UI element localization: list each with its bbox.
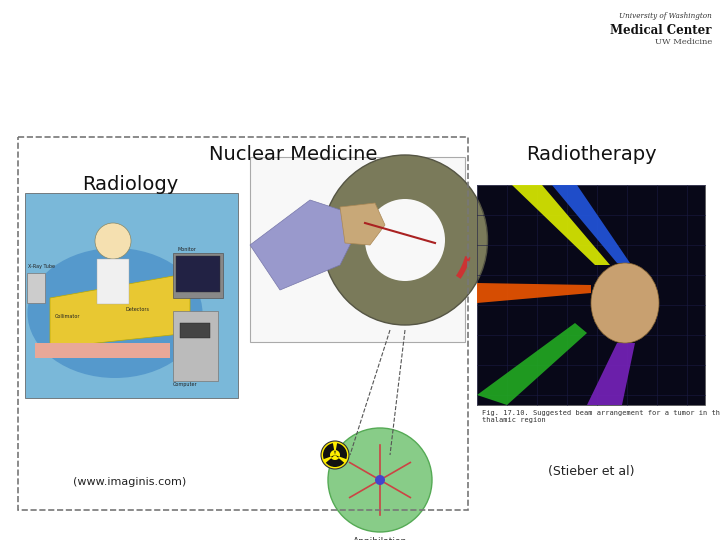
Text: X-Ray Tube: X-Ray Tube: [28, 264, 55, 269]
Circle shape: [321, 441, 349, 469]
Text: Collimator: Collimator: [55, 314, 81, 319]
Wedge shape: [335, 443, 347, 459]
Bar: [250, 157, 465, 342]
Text: Annihilation: Annihilation: [353, 537, 407, 540]
Polygon shape: [512, 185, 610, 265]
Bar: [180, 323, 210, 338]
Text: Detectors: Detectors: [125, 307, 149, 312]
Circle shape: [95, 223, 131, 259]
Text: (www.imaginis.com): (www.imaginis.com): [73, 477, 186, 487]
Polygon shape: [340, 203, 385, 245]
Text: Radiotherapy: Radiotherapy: [526, 145, 657, 164]
Bar: [97, 259, 129, 304]
Wedge shape: [323, 443, 335, 459]
Text: Radiology: Radiology: [82, 175, 178, 194]
Text: (Stieber et al): (Stieber et al): [548, 465, 634, 478]
Text: Computer: Computer: [173, 382, 197, 387]
Polygon shape: [552, 185, 630, 263]
Wedge shape: [335, 450, 340, 457]
Wedge shape: [330, 450, 335, 457]
Polygon shape: [587, 343, 635, 405]
Bar: [173, 311, 218, 381]
Circle shape: [328, 428, 432, 532]
Wedge shape: [331, 455, 339, 460]
Polygon shape: [50, 273, 190, 348]
Text: University of Washington: University of Washington: [619, 12, 712, 20]
Text: Monitor: Monitor: [177, 247, 196, 252]
Text: UW Medicine: UW Medicine: [654, 38, 712, 46]
Bar: [173, 253, 223, 298]
Ellipse shape: [323, 155, 487, 325]
Text: Fig. 17.10. Suggested beam arrangement for a tumor in the
thalamic region: Fig. 17.10. Suggested beam arrangement f…: [482, 410, 720, 423]
Circle shape: [375, 475, 385, 485]
Polygon shape: [477, 283, 591, 303]
Bar: [27, 273, 45, 303]
Bar: [176, 256, 220, 292]
Bar: [477, 185, 705, 405]
Bar: [18, 137, 468, 510]
Ellipse shape: [591, 263, 659, 343]
Wedge shape: [326, 455, 344, 467]
Ellipse shape: [365, 199, 445, 281]
Bar: [25, 193, 238, 398]
Text: Medical Center: Medical Center: [611, 24, 712, 37]
Polygon shape: [477, 323, 587, 405]
Circle shape: [331, 451, 339, 459]
Polygon shape: [35, 343, 170, 358]
Ellipse shape: [27, 248, 202, 378]
Polygon shape: [250, 200, 355, 290]
Text: Nuclear Medicine: Nuclear Medicine: [209, 145, 377, 164]
